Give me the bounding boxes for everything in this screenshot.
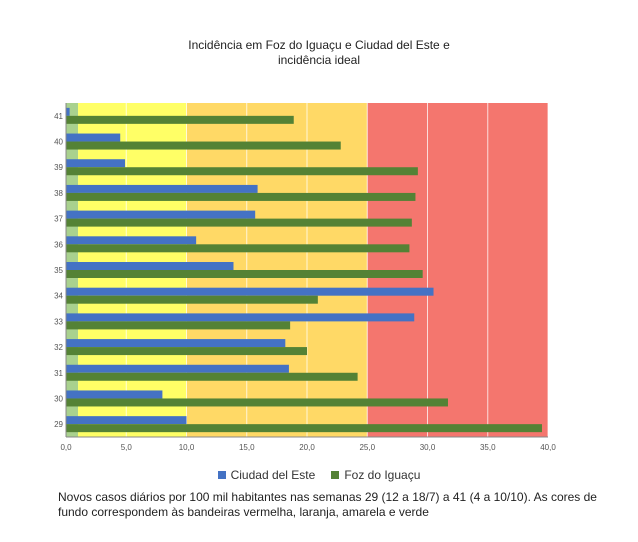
bar-ciudad-del-este-30 xyxy=(66,390,163,399)
bar-foz-do-iguacu-31 xyxy=(66,372,358,381)
bar-foz-do-iguacu-35 xyxy=(66,270,423,278)
y-tick-label: 30 xyxy=(54,394,63,403)
y-tick-label: 29 xyxy=(54,420,63,429)
x-tick-label: 10,0 xyxy=(179,443,195,452)
x-tick-label: 0,0 xyxy=(60,443,72,452)
bar-ciudad-del-este-33 xyxy=(66,313,415,322)
legend-item-foz-do-iguacu: Foz do Iguaçu xyxy=(331,468,420,482)
y-tick-label: 35 xyxy=(54,266,63,275)
legend-label-foz-do-iguacu: Foz do Iguaçu xyxy=(344,468,421,482)
x-tick-label: 35,0 xyxy=(480,443,496,452)
y-tick-label: 32 xyxy=(54,343,63,352)
bar-foz-do-iguacu-41 xyxy=(66,115,294,124)
y-tick-label: 37 xyxy=(54,215,63,224)
y-tick-label: 38 xyxy=(54,189,63,198)
y-tick-label: 36 xyxy=(54,240,63,249)
bar-foz-do-iguacu-34 xyxy=(66,295,318,304)
chart-title: Incidência em Foz do Iguaçu e Ciudad del… xyxy=(0,38,638,68)
y-tick-label: 40 xyxy=(54,138,63,147)
bar-ciudad-del-este-35 xyxy=(66,262,234,270)
bar-ciudad-del-este-34 xyxy=(66,287,434,296)
bar-ciudad-del-este-41 xyxy=(66,107,70,116)
x-tick-label: 40,0 xyxy=(540,443,556,452)
legend-item-ciudad-del-este: Ciudad del Este xyxy=(217,468,316,482)
bar-chart: 29 30 31 32 33 34 35 36 37 38 39 40 41 0,0 5,0 10,0 15,0… xyxy=(54,103,556,452)
bar-foz-do-iguacu-39 xyxy=(66,167,418,176)
y-tick-label: 31 xyxy=(54,369,63,378)
y-tick-label: 34 xyxy=(54,292,63,301)
bar-ciudad-del-este-29 xyxy=(66,416,187,425)
y-tick-label: 41 xyxy=(54,112,63,121)
legend-swatch-foz-do-iguacu xyxy=(331,471,340,479)
chart-title-line-2: incidência ideal xyxy=(277,53,361,67)
y-tick-label: 33 xyxy=(54,317,63,326)
x-tick-label: 15,0 xyxy=(239,443,255,452)
bar-ciudad-del-este-40 xyxy=(66,133,121,142)
chart-legend: Ciudad del Este Foz do Iguaçu xyxy=(0,468,638,482)
y-tick-label: 39 xyxy=(54,163,63,172)
x-tick-label: 25,0 xyxy=(359,443,375,452)
bar-foz-do-iguacu-30 xyxy=(66,398,448,407)
bar-ciudad-del-este-32 xyxy=(66,339,286,348)
bar-foz-do-iguacu-40 xyxy=(66,141,341,150)
bar-foz-do-iguacu-38 xyxy=(66,192,416,201)
bar-foz-do-iguacu-29 xyxy=(66,424,542,433)
bar-ciudad-del-este-38 xyxy=(66,184,258,193)
bar-ciudad-del-este-39 xyxy=(66,159,126,168)
bar-foz-do-iguacu-33 xyxy=(66,321,291,330)
bar-ciudad-del-este-31 xyxy=(66,364,289,373)
bar-foz-do-iguacu-32 xyxy=(66,347,307,356)
x-tick-label: 5,0 xyxy=(121,443,133,452)
legend-label-ciudad-del-este: Ciudad del Este xyxy=(230,468,316,482)
legend-swatch-ciudad-del-este xyxy=(217,471,226,479)
chart-title-line-1: Incidência em Foz do Iguaçu e Ciudad del… xyxy=(188,38,450,52)
x-tick-label: 20,0 xyxy=(299,443,315,452)
bar-foz-do-iguacu-36 xyxy=(66,244,410,253)
x-tick-label: 30,0 xyxy=(420,443,436,452)
bar-ciudad-del-este-36 xyxy=(66,236,197,245)
bar-foz-do-iguacu-37 xyxy=(66,218,412,227)
chart-caption: Novos casos diários por 100 mil habitant… xyxy=(58,490,597,519)
bar-ciudad-del-este-37 xyxy=(66,210,256,219)
